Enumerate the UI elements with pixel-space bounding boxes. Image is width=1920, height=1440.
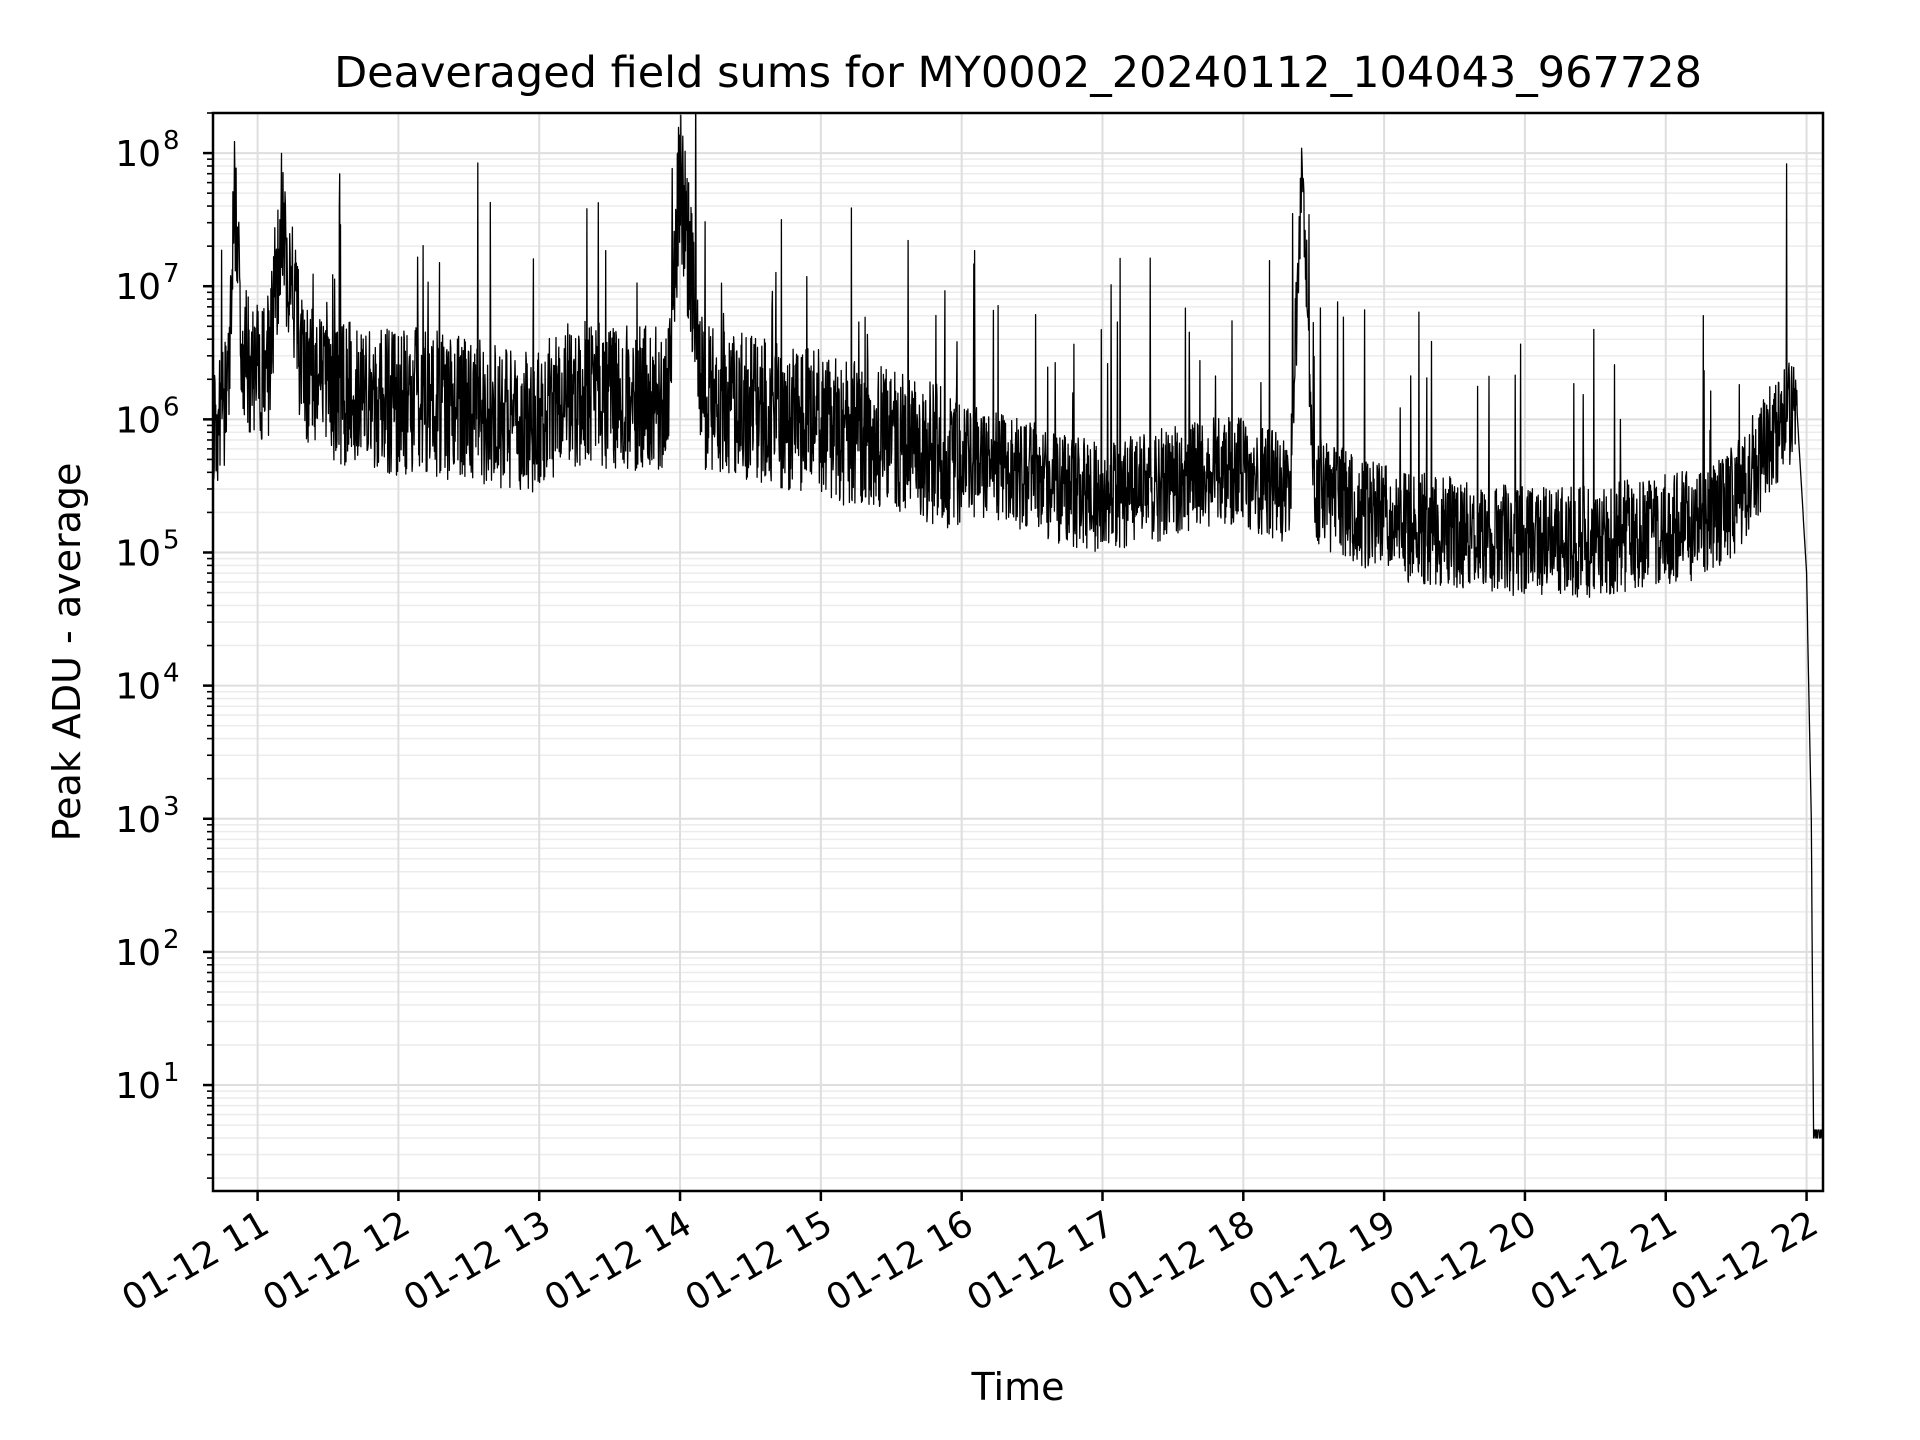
x-tick-label: 01-12 16 (819, 1203, 980, 1319)
y-tick-base: 10 (115, 1066, 161, 1107)
x-tick-label: 01-12 13 (397, 1203, 558, 1319)
plot-frame (211, 111, 1825, 1193)
y-tick-exponent: 6 (163, 392, 180, 422)
y-tick-label: 10 6 (115, 392, 179, 441)
y-tick-exponent: 1 (163, 1058, 180, 1088)
x-tick-label: 01-12 17 (960, 1203, 1121, 1319)
y-tick-label: 10 3 (115, 792, 179, 841)
y-axis-label: Peak ADU - average (45, 463, 89, 842)
y-tick-label: 10 7 (115, 259, 179, 308)
chart-title: Deaveraged field sums for MY0002_2024011… (334, 48, 1702, 98)
y-tick-base: 10 (115, 667, 161, 708)
y-tick-base: 10 (115, 933, 161, 974)
x-tick-label: 01-12 11 (115, 1203, 276, 1319)
y-tick-label: 10 8 (115, 126, 179, 175)
grid-lines (213, 112, 1823, 1191)
x-tick-label: 01-12 22 (1664, 1203, 1825, 1319)
y-tick-label: 10 2 (115, 925, 179, 974)
y-tick-base: 10 (115, 533, 161, 574)
y-tick-exponent: 2 (163, 925, 180, 955)
x-tick-label: 01-12 18 (1101, 1203, 1262, 1319)
y-tick-exponent: 3 (163, 792, 180, 822)
y-tick-base: 10 (115, 400, 161, 441)
y-tick-exponent: 5 (163, 525, 180, 555)
y-tick-label: 10 5 (115, 525, 179, 574)
x-tick-label: 01-12 21 (1524, 1203, 1685, 1319)
y-tick-exponent: 7 (163, 259, 180, 289)
y-tick-label: 10 4 (115, 659, 179, 708)
x-axis-label: Time (971, 1365, 1065, 1409)
x-tick-label: 01-12 20 (1383, 1203, 1544, 1319)
x-tick-label: 01-12 14 (538, 1203, 699, 1319)
y-tick-base: 10 (115, 134, 161, 175)
y-tick-base: 10 (115, 800, 161, 841)
y-tick-label: 10 1 (115, 1058, 179, 1107)
x-tick-label: 01-12 19 (1242, 1203, 1403, 1319)
plot-area (213, 113, 1823, 1139)
x-tick-label: 01-12 15 (679, 1203, 840, 1319)
x-tick-label: 01-12 12 (256, 1203, 417, 1319)
y-tick-exponent: 4 (163, 659, 180, 689)
y-tick-base: 10 (115, 267, 161, 308)
series-line (213, 113, 1823, 1139)
y-tick-exponent: 8 (163, 126, 180, 156)
